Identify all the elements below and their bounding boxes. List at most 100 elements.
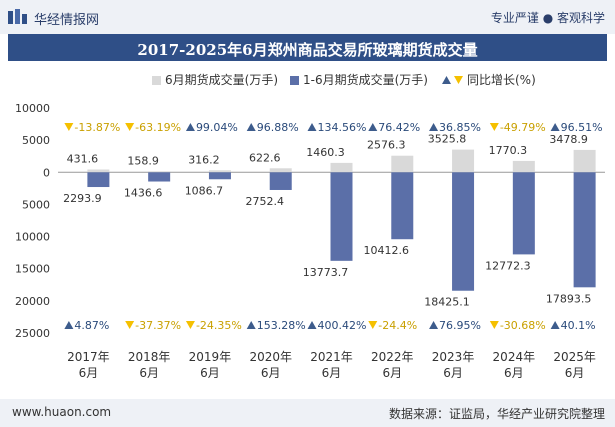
x-tick-label-year: 2025年 <box>553 350 596 364</box>
legend-swatch-june <box>152 76 161 85</box>
cumulative-up-triangle-icon <box>246 321 256 329</box>
june-up-triangle-icon <box>307 123 317 131</box>
y-tick-label: 25000 <box>15 327 50 340</box>
cumulative-value-label: 2752.4 <box>245 195 284 208</box>
cumulative-volume-bar <box>87 172 110 188</box>
cumulative-down-triangle-icon <box>185 321 195 329</box>
x-tick-label-month: 6月 <box>443 366 463 380</box>
cumulative-value-label: 2293.9 <box>63 192 102 205</box>
y-tick-label: 0 <box>43 166 50 179</box>
cumulative-volume-bar <box>330 172 353 261</box>
x-tick-label-year: 2019年 <box>189 350 232 364</box>
x-tick-label-year: 2020年 <box>249 350 292 364</box>
x-tick-label-month: 6月 <box>261 366 281 380</box>
cumulative-value-label: 18425.1 <box>424 296 470 309</box>
cumulative-value-label: 17893.5 <box>546 292 592 305</box>
june-value-label: 1770.3 <box>489 144 528 157</box>
legend-label-growth: 同比增长(%) <box>467 73 536 87</box>
june-volume-bar <box>452 149 475 173</box>
legend-label-june: 6月期货成交量(万手) <box>165 72 278 87</box>
cumulative-volume-bar <box>148 172 171 182</box>
june-down-triangle-icon <box>125 123 135 131</box>
cumulative-up-triangle-icon <box>64 321 74 329</box>
june-growth-label: -63.19% <box>135 121 181 134</box>
data-source: 数据来源：证监局，华经产业研究院整理 <box>388 407 605 421</box>
cumulative-growth-label: -24.35% <box>196 319 242 332</box>
cumulative-volume-bar <box>208 172 231 180</box>
bar-chart: 6月期货成交量(万手) 1-6月期货成交量(万手) 同比增长(%) 10000 5000… <box>15 72 605 380</box>
june-volume-bar <box>87 169 110 173</box>
cumulative-growth-label: 4.87% <box>74 319 109 332</box>
cumulative-growth-label: 400.42% <box>318 319 367 332</box>
x-tick-label-year: 2022年 <box>371 350 414 364</box>
cumulative-value-label: 10412.6 <box>364 244 410 257</box>
june-up-triangle-icon <box>550 123 560 131</box>
y-tick-label: 20000 <box>15 295 50 308</box>
x-tick-label-month: 6月 <box>382 366 402 380</box>
june-growth-label: 36.85% <box>439 121 481 134</box>
legend-label-cumulative: 1-6月期货成交量(万手) <box>303 72 428 87</box>
june-up-triangle-icon <box>246 123 256 131</box>
june-up-triangle-icon <box>429 123 439 131</box>
website-url: www.huaon.com <box>12 405 112 419</box>
x-tick-label-year: 2023年 <box>432 350 475 364</box>
x-tick-label-month: 6月 <box>79 366 99 380</box>
cumulative-volume-bar <box>573 172 596 288</box>
tagline: 专业严谨 ● 客观科学 <box>490 11 605 25</box>
june-down-triangle-icon <box>489 123 499 131</box>
x-tick-label-year: 2017年 <box>67 350 110 364</box>
top-bar: 华经情报网 专业严谨 ● 客观科学 <box>0 0 615 34</box>
y-tick-label: 15000 <box>15 263 50 276</box>
cumulative-down-triangle-icon <box>368 321 378 329</box>
y-tick-label: 10000 <box>15 231 50 244</box>
june-value-label: 3525.8 <box>428 133 467 146</box>
cumulative-growth-label: 153.28% <box>257 319 306 332</box>
june-up-triangle-icon <box>185 123 195 131</box>
cumulative-value-label: 1436.6 <box>124 187 163 200</box>
x-tick-label-year: 2018年 <box>128 350 171 364</box>
cumulative-volume-bar <box>452 172 475 291</box>
june-growth-label: -13.87% <box>74 121 120 134</box>
cumulative-volume-bar <box>269 172 292 190</box>
june-volume-bar <box>330 162 353 173</box>
cumulative-growth-label: 40.1% <box>561 319 596 332</box>
cumulative-down-triangle-icon <box>125 321 135 329</box>
y-tick-label: 5000 <box>22 198 50 211</box>
cumulative-down-triangle-icon <box>489 321 499 329</box>
x-tick-label-year: 2024年 <box>493 350 536 364</box>
cumulative-value-label: 13773.7 <box>303 266 349 279</box>
cumulative-growth-label: -24.4% <box>378 319 417 332</box>
june-growth-label: 96.51% <box>561 121 603 134</box>
june-volume-bar <box>148 171 171 173</box>
footer-bar: www.huaon.com 数据来源：证监局，华经产业研究院整理 <box>0 399 615 427</box>
chart-title: 2017-2025年6月郑州商品交易所玻璃期货成交量 <box>137 41 478 59</box>
title-bar: 2017-2025年6月郑州商品交易所玻璃期货成交量 <box>8 34 607 61</box>
huajing-logo-icon <box>8 9 27 24</box>
june-growth-label: 96.88% <box>257 121 299 134</box>
y-tick-label: 10000 <box>15 102 50 115</box>
june-volume-bar <box>208 170 231 173</box>
june-growth-label: 134.56% <box>318 121 367 134</box>
june-up-triangle-icon <box>368 123 378 131</box>
june-volume-bar <box>269 168 292 173</box>
legend-down-triangle-icon <box>454 76 463 84</box>
cumulative-volume-bar <box>512 172 535 255</box>
june-value-label: 316.2 <box>188 153 220 166</box>
june-value-label: 622.6 <box>249 151 281 164</box>
brand-name: 华经情报网 <box>34 13 100 28</box>
cumulative-up-triangle-icon <box>429 321 439 329</box>
june-growth-label: 76.42% <box>378 121 420 134</box>
cumulative-value-label: 1086.7 <box>185 184 224 197</box>
x-tick-label-month: 6月 <box>565 366 585 380</box>
legend-up-triangle-icon <box>442 76 451 84</box>
x-tick-label-month: 6月 <box>504 366 524 380</box>
cumulative-value-label: 12772.3 <box>485 259 531 272</box>
cumulative-growth-label: 76.95% <box>439 319 481 332</box>
june-volume-bar <box>512 160 535 173</box>
june-growth-label: -49.79% <box>500 121 546 134</box>
cumulative-growth-label: -30.68% <box>500 319 546 332</box>
june-value-label: 2576.3 <box>367 139 406 152</box>
legend-swatch-cumulative <box>290 76 299 85</box>
june-down-triangle-icon <box>64 123 74 131</box>
